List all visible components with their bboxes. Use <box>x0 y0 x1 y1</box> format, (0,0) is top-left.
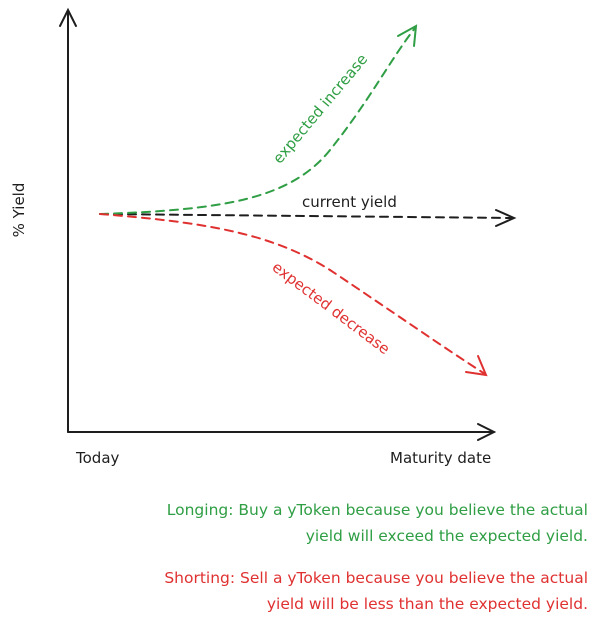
decrease-curve <box>99 213 486 375</box>
decrease-arrow <box>465 355 488 377</box>
decrease-label: expected decrease <box>269 258 394 358</box>
current-line <box>99 213 513 219</box>
current-arrow <box>495 209 517 227</box>
current-label: current yield <box>302 193 397 211</box>
note-line: Shorting: Sell a yToken because you beli… <box>164 569 588 587</box>
diagram: % Yield Today Maturity date current yiel… <box>10 7 517 467</box>
note-line: yield will be less than the expected yie… <box>266 595 588 613</box>
x-start-label: Today <box>75 449 120 467</box>
y-axis-arrow <box>59 7 77 27</box>
note-line: Longing: Buy a yToken because you believ… <box>166 501 588 519</box>
increase-curve <box>99 27 416 215</box>
longing-note: Longing: Buy a yToken because you believ… <box>28 497 588 549</box>
shorting-note: Shorting: Sell a yToken because you beli… <box>28 565 588 617</box>
x-axis-arrow <box>477 423 497 441</box>
increase-label: expected increase <box>269 50 371 167</box>
note-line: yield will exceed the expected yield. <box>305 527 588 545</box>
axes <box>59 7 497 441</box>
increase-arrow <box>397 24 418 47</box>
x-end-label: Maturity date <box>390 449 491 467</box>
y-axis-label: % Yield <box>10 183 28 238</box>
